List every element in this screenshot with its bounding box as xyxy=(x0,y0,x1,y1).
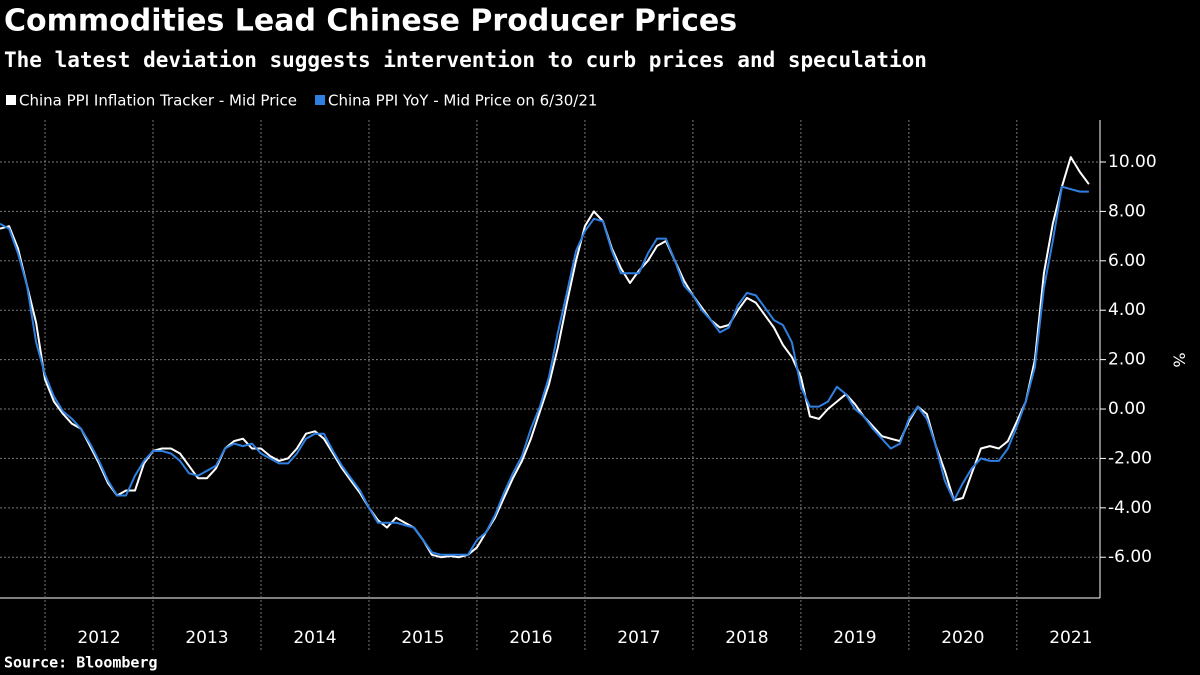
legend-swatch xyxy=(315,95,326,105)
x-tick-label: 2021 xyxy=(1049,628,1092,648)
legend-label: China PPI Inflation Tracker - Mid Price xyxy=(19,92,297,110)
legend-label: China PPI YoY - Mid Price on 6/30/21 xyxy=(328,92,597,110)
x-tick-label: 2015 xyxy=(401,628,444,648)
y-tick-label: 2.00 xyxy=(1108,350,1146,370)
y-tick-label: 8.00 xyxy=(1108,201,1146,221)
x-tick-label: 2014 xyxy=(293,628,336,648)
chart-title: Commodities Lead Chinese Producer Prices xyxy=(4,4,737,39)
series-line xyxy=(0,156,1090,559)
y-tick-label: -2.00 xyxy=(1108,448,1152,468)
x-tick-label: 2012 xyxy=(77,628,120,648)
series-line xyxy=(0,185,1089,556)
x-tick-label: 2018 xyxy=(725,628,768,648)
legend-swatch xyxy=(6,95,16,105)
y-tick-label: -6.00 xyxy=(1108,547,1152,567)
y-axis-label: % xyxy=(1170,352,1189,367)
x-tick-label: 2017 xyxy=(617,628,660,648)
x-tick-label: 2019 xyxy=(833,628,876,648)
y-tick-label: 10.00 xyxy=(1108,152,1157,172)
x-tick-label: 2016 xyxy=(509,628,552,648)
y-tick-label: 6.00 xyxy=(1108,251,1146,271)
x-tick-label: 2013 xyxy=(185,628,228,648)
chart-subtitle: The latest deviation suggests interventi… xyxy=(4,48,927,72)
y-tick-label: -4.00 xyxy=(1108,498,1152,518)
y-tick-label: 0.00 xyxy=(1108,399,1146,419)
source: Source: Bloomberg xyxy=(4,654,158,672)
x-tick-label: 2020 xyxy=(941,628,984,648)
y-tick-label: 4.00 xyxy=(1108,300,1146,320)
